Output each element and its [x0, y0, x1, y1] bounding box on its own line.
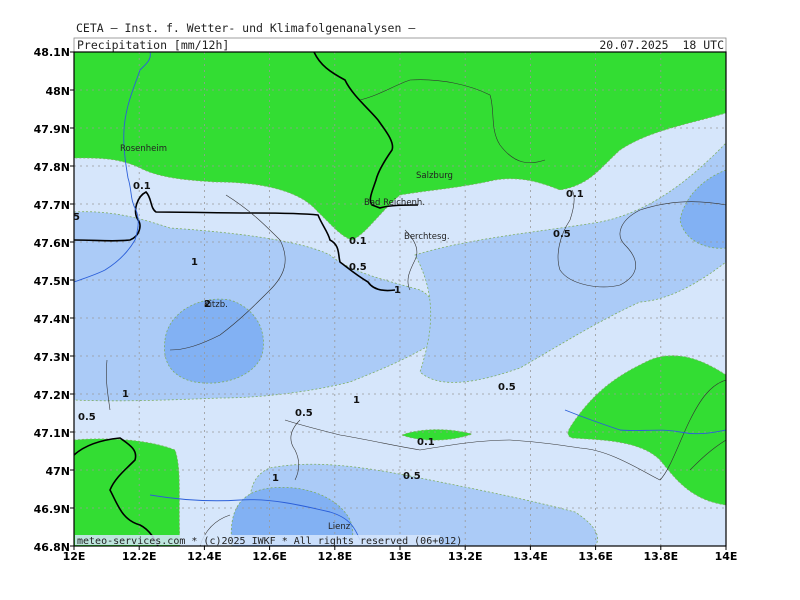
lat-tick-label: 47N [45, 465, 70, 478]
contour-label: 2 [204, 299, 211, 310]
lat-tick-label: 47.5N [34, 275, 70, 288]
place-label-berchtesgaden: Berchtesg. [404, 232, 450, 242]
contour-label: 0.1 [133, 181, 151, 192]
contour-label: 1 [122, 389, 129, 400]
contour-label: 0.5 [403, 471, 421, 482]
contour-label: 1 [191, 257, 198, 268]
valley-lines [106, 79, 726, 546]
lon-tick-label: 13.6E [578, 550, 613, 563]
lat-tick-label: 47.6N [34, 237, 70, 250]
lon-tick-label: 12E [63, 550, 86, 563]
dry-area-center [400, 429, 474, 441]
lon-tick-label: 12.8E [317, 550, 352, 563]
contour-label: 1 [272, 473, 279, 484]
lat-tick-label: 48N [45, 85, 70, 98]
place-label-salzburg: Salzburg [416, 171, 453, 181]
precip-0.5-area-east [414, 142, 726, 383]
precip-1-area-lienz [230, 486, 354, 546]
border-line-south [74, 437, 159, 546]
header-frame [73, 37, 727, 53]
lat-tick-label: 47.2N [34, 389, 70, 402]
contour-label: 0.1 [417, 437, 435, 448]
contour-label: 5 [73, 212, 80, 223]
lat-tick-label: 46.9N [34, 503, 70, 516]
field-label: Precipitation [mm/12h] [77, 38, 230, 52]
lon-tick-label: 13.8E [643, 550, 678, 563]
place-label-kitzbuehel: Kitzb. [204, 300, 228, 310]
river-lines [74, 52, 726, 541]
contour-label: 0.1 [349, 236, 367, 247]
place-labels: Rosenheim Salzburg Bad Reichenh. Berchte… [120, 144, 453, 532]
lat-tick-label: 46.8N [34, 541, 70, 554]
map-title: CETA — Inst. f. Wetter- und Klimafolgena… [76, 21, 416, 35]
lon-tick-label: 12.4E [187, 550, 222, 563]
place-label-lienz: Lienz [328, 522, 351, 532]
lat-tick-label: 47.1N [34, 427, 70, 440]
dry-area-southwest [74, 438, 181, 546]
place-label-rosenheim: Rosenheim [120, 144, 167, 154]
lon-tick-label: 12.2E [122, 550, 157, 563]
lat-tick-label: 47.8N [34, 161, 70, 174]
valid-time: 20.07.2025 18 UTC [599, 38, 724, 52]
lon-axis: 12E 12.2E 12.4E 12.6E 12.8E 13E 13.2E 13… [63, 550, 738, 563]
lat-tick-label: 47.7N [34, 199, 70, 212]
grid-lines [74, 52, 726, 546]
contour-label: 1 [394, 285, 401, 296]
contour-label: 0.1 [566, 189, 584, 200]
lat-tick-label: 47.4N [34, 313, 70, 326]
contour-label: 1 [353, 395, 360, 406]
precip-1-area-east [679, 169, 726, 249]
lon-tick-label: 13.4E [513, 550, 548, 563]
lon-tick-label: 12.6E [252, 550, 287, 563]
lon-tick-label: 13.2E [448, 550, 483, 563]
contour-labels: 0.1 5 0.1 0.5 1 0.1 0.5 1 2 0.5 1 0.5 1 … [73, 181, 584, 484]
contour-label: 0.5 [349, 262, 367, 273]
contour-label: 0.5 [78, 412, 96, 423]
place-label-bad-reichenhall: Bad Reichenh. [364, 198, 425, 208]
contour-label: 0.5 [498, 382, 516, 393]
credit-line: meteo-services.com * (c)2025 IWKF * All … [77, 536, 462, 547]
contour-label: 0.5 [553, 229, 571, 240]
border-line [74, 52, 419, 292]
lat-axis: 48.1N 48N 47.9N 47.8N 47.7N 47.6N 47.5N … [34, 46, 70, 554]
dry-area-north [74, 52, 726, 241]
lon-tick-label: 14E [715, 550, 738, 563]
credit-background [75, 535, 440, 545]
lat-tick-label: 47.9N [34, 123, 70, 136]
lat-tick-label: 48.1N [34, 46, 70, 59]
lon-tick-label: 13E [389, 550, 412, 563]
axis-ticks [70, 51, 727, 550]
lat-tick-label: 47.3N [34, 351, 70, 364]
contour-label: 0.5 [295, 408, 313, 419]
